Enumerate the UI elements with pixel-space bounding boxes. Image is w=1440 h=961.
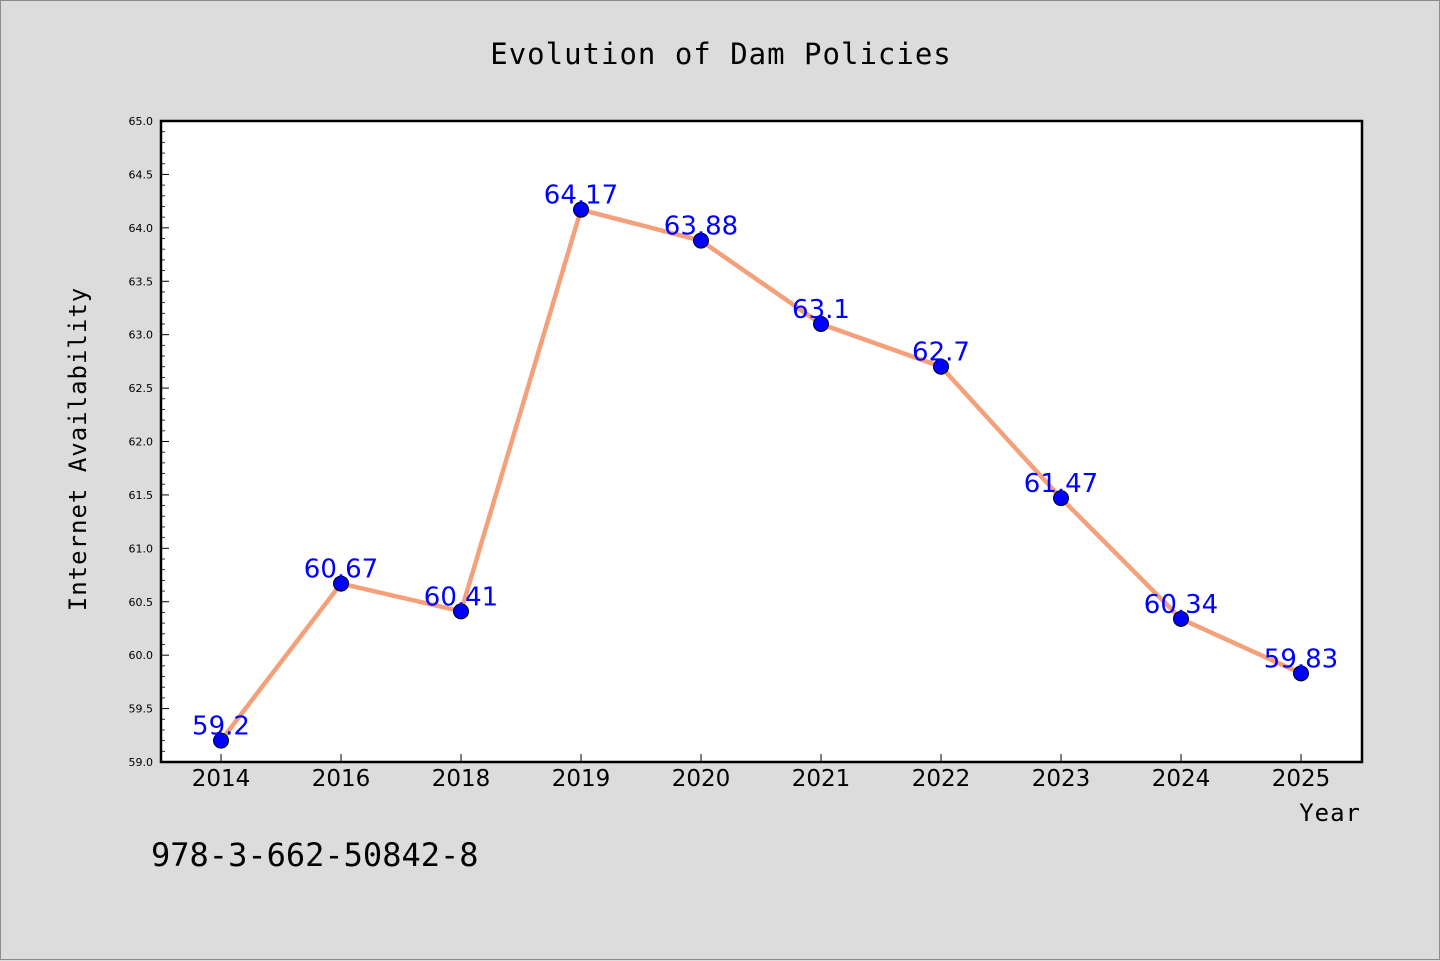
y-tick-label: 62.5	[129, 382, 154, 395]
x-tick-label: 2014	[192, 766, 251, 792]
data-value-label: 63.1	[792, 295, 850, 325]
y-tick-label: 60.5	[129, 596, 154, 609]
data-point-marker	[213, 732, 229, 749]
series-line	[218, 207, 1304, 743]
data-value-label: 59.83	[1264, 644, 1338, 674]
x-tick-label: 2016	[312, 766, 371, 792]
data-labels: 59.2 60.67 60.41 64.17 63.88 63.1 62.7 61.47 60.…	[192, 181, 1338, 742]
data-point-marker	[1053, 490, 1069, 507]
chart-title: Evolution of Dam Policies	[490, 37, 952, 71]
x-tick-label: 2018	[432, 766, 491, 792]
x-axis-label: Year	[1299, 799, 1361, 827]
x-tick-label: 2022	[912, 766, 971, 792]
data-point-marker	[333, 575, 349, 592]
data-value-label: 60.41	[424, 582, 498, 612]
data-point-marker	[1293, 665, 1309, 682]
y-tick-label: 62.0	[129, 436, 154, 449]
x-axis-ticks: 2014 2016 2018 2019 2020 2021 2022 2023 2024 2025	[192, 754, 1331, 792]
data-value-label: 64.17	[544, 181, 618, 211]
data-value-label: 62.7	[912, 338, 970, 368]
data-value-label: 59.2	[192, 712, 250, 742]
y-tick-label: 64.5	[129, 168, 154, 181]
y-tick-label: 64.0	[129, 222, 154, 235]
y-axis-label: Internet Availability	[64, 287, 92, 611]
data-point-marker	[453, 603, 469, 620]
data-point-marker	[813, 315, 829, 332]
y-tick-label: 59.0	[129, 756, 154, 769]
data-point-marker	[693, 232, 709, 249]
y-tick-label: 59.5	[129, 703, 154, 716]
data-point-marker	[1173, 610, 1189, 627]
x-tick-label: 2023	[1032, 766, 1091, 792]
y-tick-label: 63.0	[129, 329, 154, 342]
plot-area	[161, 121, 1362, 762]
data-point-marker	[933, 358, 949, 375]
data-value-label: 61.47	[1024, 469, 1098, 499]
y-tick-label: 61.0	[129, 542, 154, 555]
y-tick-label: 65.0	[129, 115, 154, 128]
data-value-label: 60.34	[1144, 590, 1218, 620]
y-tick-label: 61.5	[129, 489, 154, 502]
data-value-label: 63.88	[664, 212, 738, 242]
y-tick-label: 63.5	[129, 275, 154, 288]
data-markers	[213, 201, 1309, 749]
data-value-label: 60.67	[304, 555, 378, 585]
plot-frame	[159, 119, 1364, 764]
x-tick-label: 2021	[792, 766, 851, 792]
y-axis-ticks: 59.0 59.5 60.0 60.5 61.0 61.5 62.0 62.5 63.0 63.5…	[129, 115, 169, 769]
x-tick-label: 2020	[672, 766, 731, 792]
x-tick-label: 2025	[1272, 766, 1331, 792]
data-point-marker	[573, 201, 589, 218]
x-tick-label: 2019	[552, 766, 611, 792]
isbn-footer-text: 978-3-662-50842-8	[151, 836, 479, 874]
y-tick-label: 60.0	[129, 649, 154, 662]
x-tick-label: 2024	[1152, 766, 1211, 792]
